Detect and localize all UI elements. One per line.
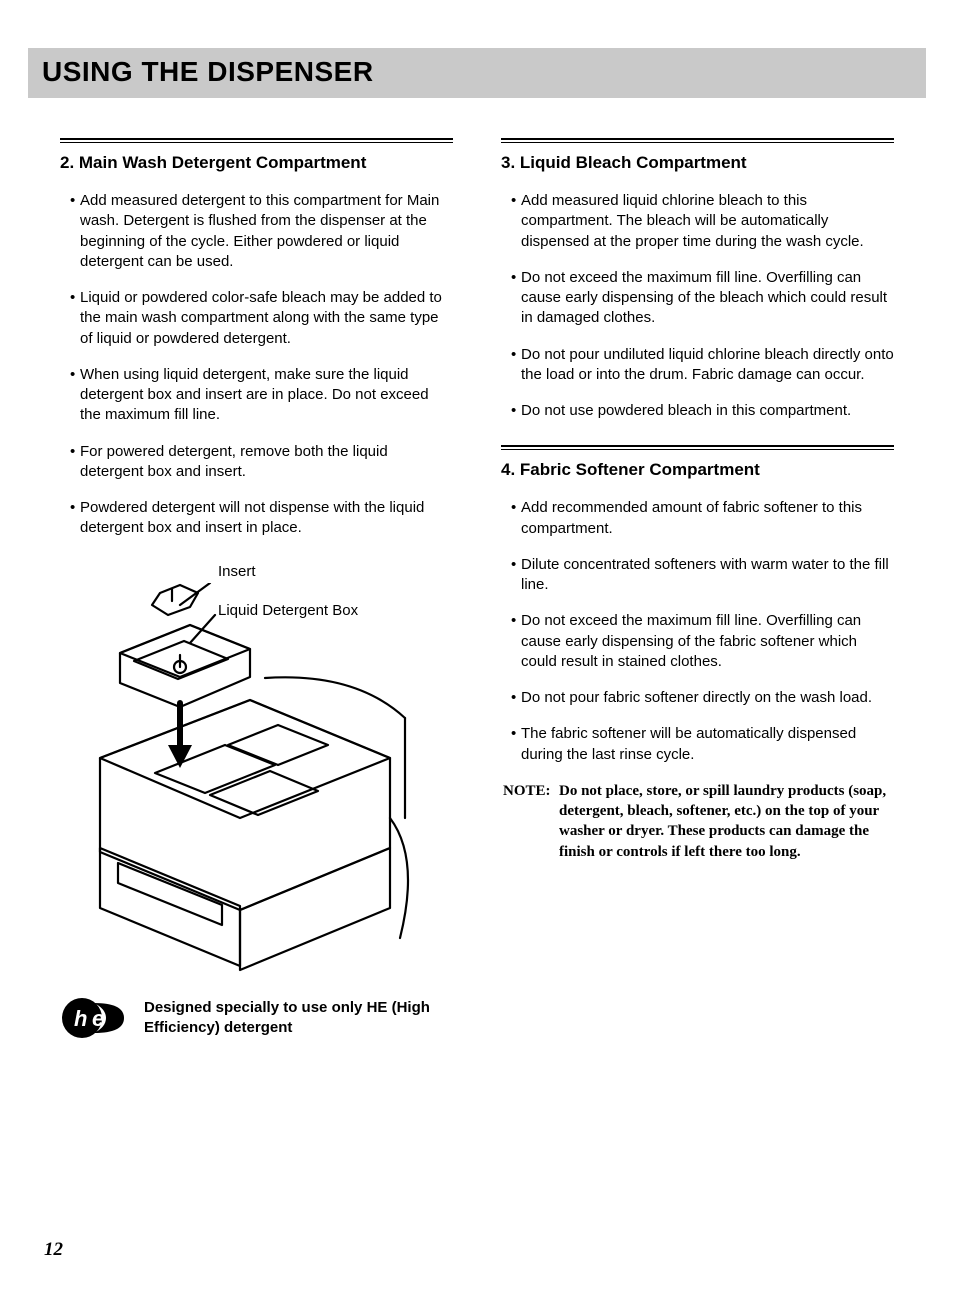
- note-block: NOTE:Do not place, store, or spill laund…: [501, 781, 894, 862]
- bullet-list: Add measured detergent to this compartme…: [60, 191, 453, 539]
- section-fabric-softener: 4. Fabric Softener Compartment Add recom…: [501, 445, 894, 862]
- list-item: Do not pour undiluted liquid chlorine bl…: [511, 345, 894, 386]
- page-header-bar: USING THE DISPENSER: [28, 48, 926, 98]
- list-item: Liquid or powdered color-safe bleach may…: [70, 288, 453, 349]
- dispenser-figure: Insert Liquid Detergent Box: [60, 563, 453, 973]
- section-heading: 2. Main Wash Detergent Compartment: [60, 153, 453, 173]
- svg-text:e: e: [92, 1006, 104, 1031]
- section-heading: 3. Liquid Bleach Compartment: [501, 153, 894, 173]
- dispenser-diagram-icon: [60, 583, 450, 973]
- bullet-list: Add recommended amount of fabric softene…: [501, 498, 894, 765]
- list-item: Powdered detergent will not dispense wit…: [70, 498, 453, 539]
- section-rule: [501, 445, 894, 450]
- section-liquid-bleach: 3. Liquid Bleach Compartment Add measure…: [501, 138, 894, 421]
- list-item: Add recommended amount of fabric softene…: [511, 498, 894, 539]
- list-item: When using liquid detergent, make sure t…: [70, 365, 453, 426]
- list-item: Do not use powdered bleach in this compa…: [511, 401, 894, 421]
- list-item: Do not pour fabric softener directly on …: [511, 688, 894, 708]
- he-callout: h e Designed specially to use only HE (H…: [60, 993, 453, 1043]
- he-callout-text: Designed specially to use only HE (High …: [144, 998, 453, 1037]
- page-title: USING THE DISPENSER: [42, 56, 912, 88]
- svg-text:h: h: [74, 1006, 87, 1031]
- note-label: NOTE:: [503, 781, 559, 862]
- note-body-text: Do not place, store, or spill laundry pr…: [559, 781, 894, 862]
- content-columns: 2. Main Wash Detergent Compartment Add m…: [0, 98, 954, 1043]
- figure-label-insert: Insert: [218, 563, 256, 580]
- list-item: Dilute concentrated softeners with warm …: [511, 555, 894, 596]
- list-item: Add measured liquid chlorine bleach to t…: [511, 191, 894, 252]
- list-item: The fabric softener will be automaticall…: [511, 724, 894, 765]
- right-column: 3. Liquid Bleach Compartment Add measure…: [501, 138, 894, 1043]
- left-column: 2. Main Wash Detergent Compartment Add m…: [60, 138, 453, 1043]
- list-item: Do not exceed the maximum fill line. Ove…: [511, 268, 894, 329]
- list-item: Add measured detergent to this compartme…: [70, 191, 453, 272]
- bullet-list: Add measured liquid chlorine bleach to t…: [501, 191, 894, 421]
- list-item: Do not exceed the maximum fill line. Ove…: [511, 611, 894, 672]
- he-logo-icon: h e: [60, 993, 128, 1043]
- section-rule: [501, 138, 894, 143]
- page-number: 12: [44, 1239, 63, 1261]
- section-heading: 4. Fabric Softener Compartment: [501, 460, 894, 480]
- section-rule: [60, 138, 453, 143]
- section-main-wash: 2. Main Wash Detergent Compartment Add m…: [60, 138, 453, 539]
- list-item: For powered detergent, remove both the l…: [70, 442, 453, 483]
